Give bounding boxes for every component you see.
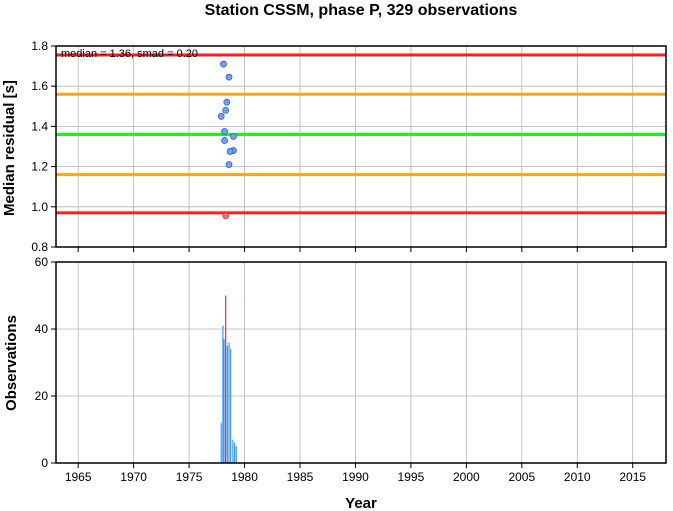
x-tick-label: 1980 xyxy=(231,470,258,484)
x-tick-label: 1965 xyxy=(65,470,92,484)
x-tick-label: 1990 xyxy=(342,470,369,484)
residual-point xyxy=(225,73,233,81)
residual-point xyxy=(217,112,225,120)
x-tick-label: 2010 xyxy=(564,470,591,484)
x-tick-label: 2000 xyxy=(453,470,480,484)
x-tick-label: 2005 xyxy=(508,470,535,484)
y-tick-label: 0 xyxy=(41,456,48,470)
residual-threshold-lines xyxy=(56,53,666,215)
y-tick-label: 1.8 xyxy=(31,39,48,53)
observations-bars xyxy=(220,295,237,463)
residual-point xyxy=(226,148,234,155)
x-tick-label: 1970 xyxy=(120,470,147,484)
residual-point xyxy=(230,133,237,140)
chart-title: Station CSSM, phase P, 329 observations xyxy=(205,2,518,19)
residual-y-ticks: 0.8 1.0 1.2 1.4 1.6 1.8 xyxy=(31,39,56,254)
residual-y-axis-label: Median residual [s] xyxy=(1,80,18,216)
observations-y-axis-label: Observations xyxy=(3,315,20,411)
y-tick-label: 1.6 xyxy=(31,79,48,93)
residual-point xyxy=(222,212,230,220)
residual-grid xyxy=(56,45,666,248)
y-tick-label: 1.0 xyxy=(31,200,48,214)
x-axis-label: Year xyxy=(345,495,377,511)
x-tick-label: 1995 xyxy=(398,470,425,484)
x-tick-label: 1985 xyxy=(287,470,314,484)
residual-point xyxy=(221,128,228,135)
residual-points xyxy=(217,60,237,220)
observations-x-ticks: 1965 1970 1975 1980 1985 1990 1995 2000 2005 2010… xyxy=(65,463,646,484)
residual-plot-frame xyxy=(55,45,667,248)
x-tick-label: 1975 xyxy=(176,470,203,484)
observations-panel: 0 20 40 60 1965 1970 1975 1980 1985 1990 1995 2000… xyxy=(3,255,667,511)
y-tick-label: 1.4 xyxy=(31,119,48,133)
residual-point xyxy=(221,137,228,144)
observations-y-ticks: 0 20 40 60 xyxy=(35,255,56,470)
residual-point xyxy=(220,60,227,68)
residual-point xyxy=(222,106,230,114)
x-tick-label: 2015 xyxy=(619,470,646,484)
y-tick-label: 1.2 xyxy=(31,160,48,174)
y-tick-label: 40 xyxy=(35,322,49,336)
observations-grid xyxy=(56,261,666,464)
y-tick-label: 0.8 xyxy=(31,240,48,254)
residual-annotation: median = 1.36, smad = 0.20 xyxy=(61,48,198,60)
y-tick-label: 20 xyxy=(35,389,49,403)
residual-point xyxy=(223,98,231,106)
residual-x-ticks xyxy=(77,247,634,252)
y-tick-label: 60 xyxy=(35,255,49,269)
observations-plot-frame xyxy=(55,261,667,464)
residual-point xyxy=(225,161,233,168)
residual-panel: 0.8 1.0 1.2 1.4 1.6 1.8 median = 1.36, smad =… xyxy=(1,39,667,254)
